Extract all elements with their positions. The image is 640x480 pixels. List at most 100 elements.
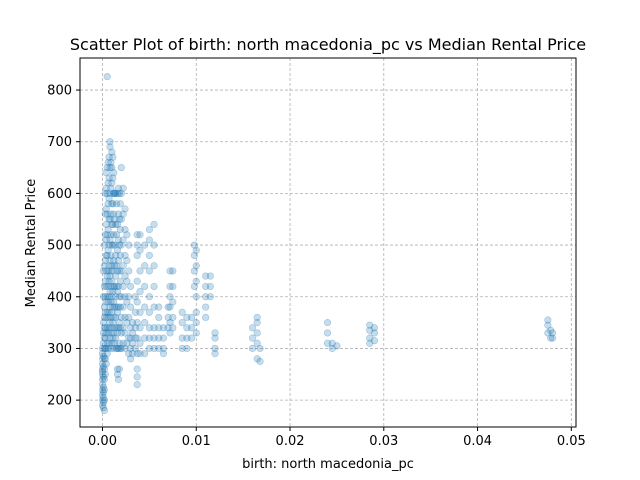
scatter-point xyxy=(136,288,144,296)
scatter-point xyxy=(106,319,114,327)
scatter-point xyxy=(104,246,112,254)
scatter-point xyxy=(108,339,116,347)
scatter-point xyxy=(114,210,123,218)
scatter-point xyxy=(107,158,115,166)
scatter-point xyxy=(114,256,123,265)
scatter-point xyxy=(159,344,168,353)
scatter-point xyxy=(159,350,168,358)
scatter-point xyxy=(123,231,131,239)
scatter-point xyxy=(136,339,144,347)
scatter-point xyxy=(105,153,113,161)
scatter-point xyxy=(202,303,210,311)
scatter-point xyxy=(133,241,141,249)
scatter-point xyxy=(133,251,141,260)
scatter-point xyxy=(115,189,123,197)
scatter-point xyxy=(104,329,112,337)
scatter-point xyxy=(101,334,109,342)
scatter-point xyxy=(107,329,115,337)
scatter-point xyxy=(101,370,109,378)
ticks: 0.00 0.01 0.02 0.03 0.04 0.05 200 300 400 500 600 7… xyxy=(47,84,586,449)
scatter-point xyxy=(100,262,108,270)
scatter-point xyxy=(145,344,153,353)
scatter-point xyxy=(105,174,113,182)
scatter-point xyxy=(101,189,109,197)
scatter-point xyxy=(114,344,123,353)
scatter-point xyxy=(103,350,111,358)
scatter-point xyxy=(128,319,137,327)
scatter-point xyxy=(106,189,114,197)
scatter-point xyxy=(133,350,141,358)
scatter-point xyxy=(131,324,139,332)
scatter-point xyxy=(98,381,107,389)
scatter-point xyxy=(112,324,121,332)
scatter-point xyxy=(102,298,110,306)
scatter-point xyxy=(99,393,108,402)
scatter-point xyxy=(178,344,186,353)
y-tick-label: 800 xyxy=(47,84,72,99)
x-tick-label: 0.05 xyxy=(557,434,586,449)
scatter-point xyxy=(101,231,109,239)
scatter-points xyxy=(98,73,557,415)
scatter-point xyxy=(136,246,144,254)
scatter-point xyxy=(121,293,129,301)
scatter-point xyxy=(119,262,127,270)
scatter-point xyxy=(131,344,139,353)
scatter-point xyxy=(164,313,172,322)
scatter-point xyxy=(169,298,177,306)
scatter-point xyxy=(141,350,149,358)
scatter-point xyxy=(98,350,107,358)
scatter-point xyxy=(109,241,117,249)
scatter-point xyxy=(125,313,133,322)
scatter-point xyxy=(110,256,118,265)
scatter-point xyxy=(113,267,122,275)
scatter-point xyxy=(109,153,117,161)
scatter-point xyxy=(109,220,117,229)
scatter-point xyxy=(101,324,109,332)
y-axis-label: Median Rental Price xyxy=(24,179,39,308)
scatter-point xyxy=(333,342,341,350)
scatter-point xyxy=(113,370,122,378)
scatter-point xyxy=(103,308,111,316)
scatter-point xyxy=(544,316,552,324)
scatter-point xyxy=(116,303,124,311)
scatter-point xyxy=(107,282,115,291)
scatter-point xyxy=(103,251,111,260)
scatter-point xyxy=(119,303,127,311)
scatter-point xyxy=(107,298,115,306)
scatter-point xyxy=(104,313,112,322)
scatter-point xyxy=(107,251,115,260)
scatter-point xyxy=(256,357,264,365)
scatter-point xyxy=(112,189,120,197)
scatter-point xyxy=(115,267,123,275)
scatter-point xyxy=(99,329,108,337)
scatter-point xyxy=(109,174,117,182)
scatter-point xyxy=(116,200,124,208)
scatter-point xyxy=(123,256,131,265)
scatter-point xyxy=(117,267,125,275)
scatter-point xyxy=(155,303,163,311)
scatter-point xyxy=(164,324,172,332)
scatter-point xyxy=(125,267,133,275)
scatter-point xyxy=(187,324,196,332)
scatter-point xyxy=(145,334,153,342)
scatter-point xyxy=(187,313,196,322)
scatter-point xyxy=(133,298,141,306)
scatter-point xyxy=(98,391,107,399)
scatter-point xyxy=(169,313,177,322)
scatter-point xyxy=(169,267,177,275)
scatter-point xyxy=(183,334,191,342)
scatter-point xyxy=(112,272,120,280)
scatter-point xyxy=(190,267,198,275)
y-tick-label: 200 xyxy=(47,394,72,409)
scatter-point xyxy=(113,246,122,254)
scatter-point xyxy=(117,215,125,223)
scatter-point xyxy=(136,267,144,275)
scatter-point xyxy=(125,350,133,358)
scatter-point xyxy=(127,344,135,353)
scatter-point xyxy=(544,321,552,329)
x-axis-label: birth: north macedonia_pc xyxy=(242,457,414,472)
scatter-point xyxy=(110,313,118,322)
scatter-point xyxy=(106,256,114,265)
scatter-point xyxy=(150,241,158,249)
scatter-point xyxy=(117,189,125,197)
